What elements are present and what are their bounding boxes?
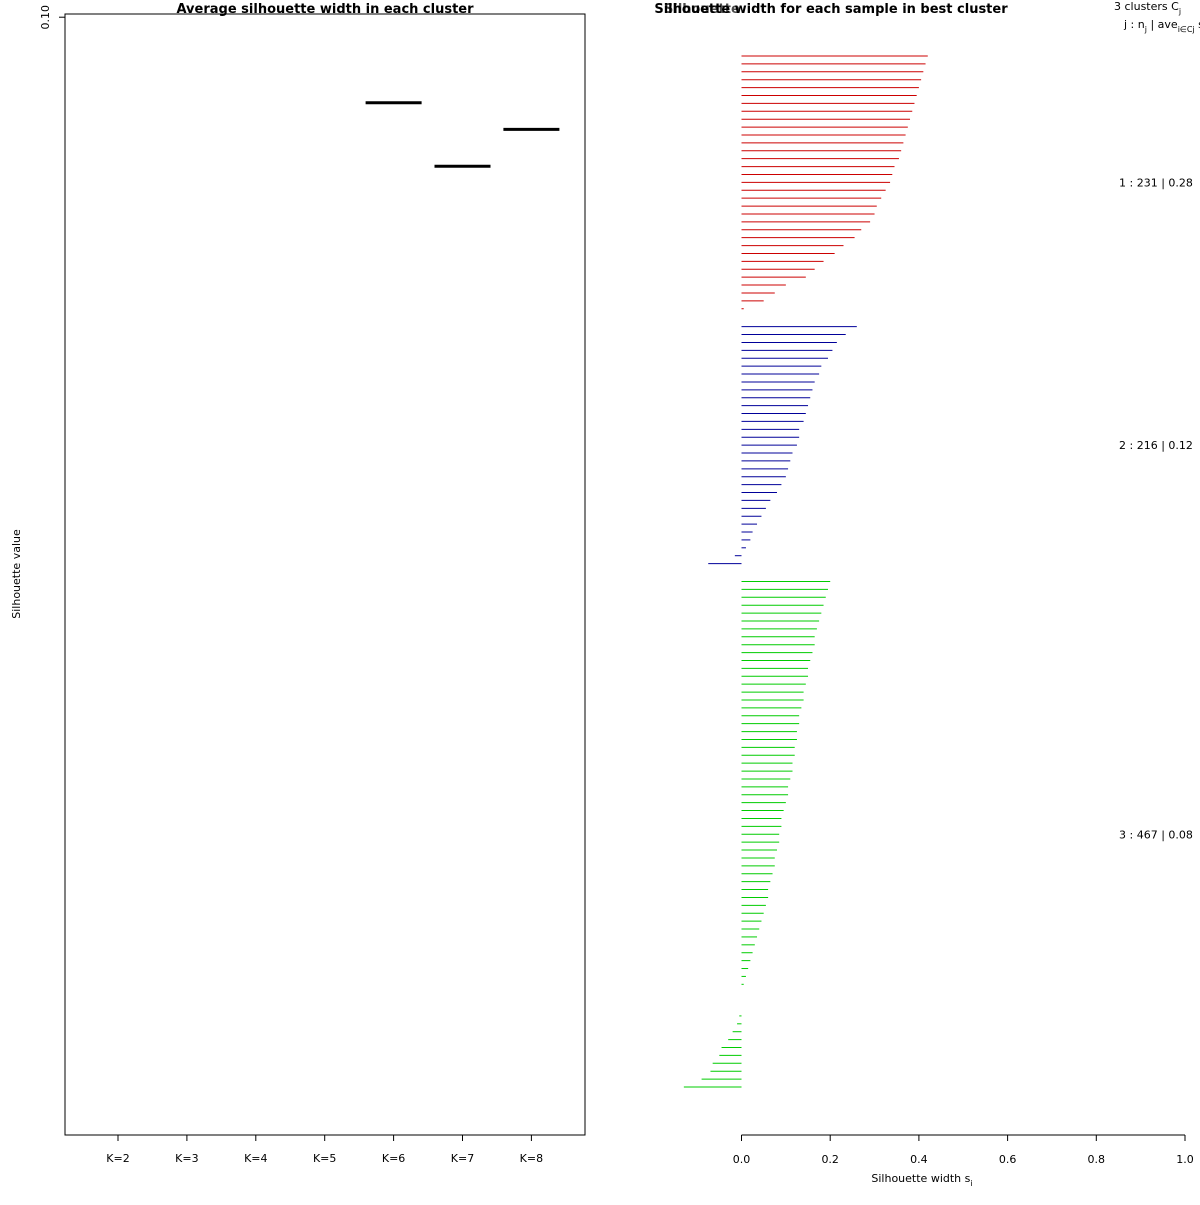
left-x-tick-label: K=2 xyxy=(106,1152,129,1165)
right-panel: Silhouette width for each sample in best… xyxy=(654,0,1200,1188)
right-x-axis-label-main: Silhouette width s xyxy=(871,1172,970,1185)
cluster-2-label: 2 : 216 | 0.12 xyxy=(1119,439,1193,452)
right-x-tick-label: 0.0 xyxy=(733,1153,751,1166)
left-marks xyxy=(365,101,560,168)
left-y-ticks: 0.100.120.140.160.18 xyxy=(39,5,65,30)
left-y-axis-label: Silhouette value xyxy=(10,529,23,619)
cluster-header-line2: j : nj | avei∈Cj s xyxy=(1123,18,1200,34)
right-x-tick-label: 0.8 xyxy=(1088,1153,1106,1166)
right-x-tick-label: 0.6 xyxy=(999,1153,1017,1166)
cluster-3-label: 3 : 467 | 0.08 xyxy=(1119,828,1193,841)
right-x-tick-label: 0.2 xyxy=(821,1153,839,1166)
cluster-header-line1: 3 clusters Cj xyxy=(1114,0,1181,16)
left-x-ticks: K=2 K=3 K=4 K=5 K=6 K=7 K=8 xyxy=(106,1135,543,1165)
left-plot-frame xyxy=(64,13,586,1136)
left-x-tick-label: K=8 xyxy=(520,1152,543,1165)
cluster-1-label: 1 : 231 | 0.28 xyxy=(1119,176,1193,189)
left-chart-title: Average silhouette width in each cluster xyxy=(176,2,474,17)
left-x-tick-label: K=5 xyxy=(313,1152,336,1165)
left-panel: Average silhouette width in each cluster… xyxy=(10,2,586,1165)
left-x-tick-label: K=6 xyxy=(382,1152,405,1165)
left-x-tick-label: K=4 xyxy=(244,1152,267,1165)
right-chart-title: Silhouette width for each sample in best… xyxy=(654,2,1008,17)
silhouette-bars xyxy=(683,55,928,1088)
right-chart-title-overlap: Silhouette xyxy=(664,2,740,17)
left-x-tick-label: K=7 xyxy=(451,1152,474,1165)
cluster-labels: 1 : 231 | 0.28 2 : 216 | 0.12 3 : 467 | 0.… xyxy=(1119,176,1193,841)
right-x-axis-label: Silhouette width si xyxy=(871,1172,972,1188)
right-x-axis: 0.0 0.2 0.4 0.6 0.8 1.0 xyxy=(733,1134,1194,1166)
right-x-tick-label: 0.4 xyxy=(910,1153,928,1166)
right-x-axis-label-sub: i xyxy=(970,1179,972,1188)
left-y-tick-label: 0.10 xyxy=(39,5,52,30)
right-x-tick-label: 1.0 xyxy=(1176,1153,1194,1166)
left-x-tick-label: K=3 xyxy=(175,1152,198,1165)
